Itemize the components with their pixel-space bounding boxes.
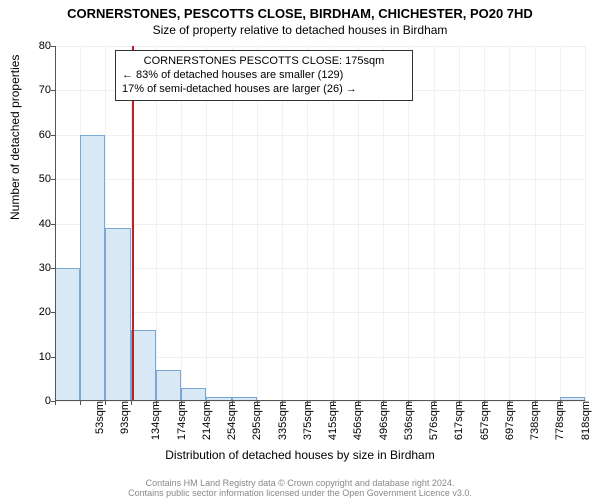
xtick-mark (156, 401, 157, 405)
xtick-label: 576sqm (426, 401, 440, 440)
xtick-mark (55, 401, 56, 405)
histogram-bar (131, 330, 156, 401)
ytick-label: 20 (21, 306, 55, 318)
xtick-label: 295sqm (250, 401, 264, 440)
xtick-label: 214sqm (199, 401, 213, 440)
xtick-label: 53sqm (92, 401, 106, 434)
gridline-v (434, 46, 435, 401)
xtick-mark (282, 401, 283, 405)
xtick-label: 617sqm (451, 401, 465, 440)
ytick-label: 70 (21, 84, 55, 96)
gridline-h (55, 224, 585, 225)
ytick-label: 0 (21, 395, 55, 407)
xtick-label: 818sqm (578, 401, 592, 440)
info-box-line: 17% of semi-detached houses are larger (… (122, 83, 406, 97)
ytick-label: 80 (21, 40, 55, 52)
xtick-mark (484, 401, 485, 405)
xtick-label: 134sqm (149, 401, 163, 440)
footer: Contains HM Land Registry data © Crown c… (0, 478, 600, 498)
histogram-bar (55, 268, 80, 401)
chart-subtitle: Size of property relative to detached ho… (0, 23, 600, 37)
xtick-label: 536sqm (401, 401, 415, 440)
gridline-h (55, 268, 585, 269)
xtick-mark (509, 401, 510, 405)
xtick-label: 657sqm (477, 401, 491, 440)
xtick-label: 93sqm (117, 401, 131, 434)
gridline-v (459, 46, 460, 401)
footer-line-2: Contains public sector information licen… (0, 488, 600, 498)
xtick-label: 738sqm (527, 401, 541, 440)
gridline-v (535, 46, 536, 401)
histogram-bar (105, 228, 130, 401)
xtick-label: 375sqm (300, 401, 314, 440)
xtick-mark (232, 401, 233, 405)
xtick-mark (383, 401, 384, 405)
gridline-v (585, 46, 586, 401)
info-box: CORNERSTONES PESCOTTS CLOSE: 175sqm← 83%… (115, 50, 413, 101)
ytick-label: 40 (21, 218, 55, 230)
gridline-h (55, 312, 585, 313)
histogram-bar (80, 135, 105, 401)
xtick-label: 496sqm (376, 401, 390, 440)
xtick-mark (206, 401, 207, 405)
gridline-h (55, 46, 585, 47)
info-box-line: ← 83% of detached houses are smaller (12… (122, 69, 406, 83)
xtick-label: 254sqm (224, 401, 238, 440)
info-box-line: CORNERSTONES PESCOTTS CLOSE: 175sqm (122, 55, 406, 69)
xtick-mark (535, 401, 536, 405)
y-axis-title: Number of detached properties (8, 55, 22, 220)
x-axis-line (55, 400, 585, 401)
y-axis-line (55, 46, 56, 401)
gridline-h (55, 179, 585, 180)
xtick-mark (333, 401, 334, 405)
chart-title: CORNERSTONES, PESCOTTS CLOSE, BIRDHAM, C… (0, 0, 600, 21)
xtick-mark (459, 401, 460, 405)
xtick-label: 335sqm (275, 401, 289, 440)
gridline-v (509, 46, 510, 401)
ytick-label: 60 (21, 129, 55, 141)
xtick-mark (105, 401, 106, 405)
gridline-h (55, 135, 585, 136)
plot-region: 0102030405060708053sqm93sqm134sqm174sqm2… (55, 46, 585, 401)
xtick-mark (307, 401, 308, 405)
gridline-v (484, 46, 485, 401)
xtick-mark (80, 401, 81, 405)
plot-area: 0102030405060708053sqm93sqm134sqm174sqm2… (55, 46, 585, 401)
gridline-v (560, 46, 561, 401)
xtick-mark (257, 401, 258, 405)
ytick-label: 10 (21, 351, 55, 363)
xtick-mark (560, 401, 561, 405)
xtick-label: 697sqm (502, 401, 516, 440)
xtick-mark (434, 401, 435, 405)
xtick-label: 174sqm (174, 401, 188, 440)
xtick-mark (358, 401, 359, 405)
xtick-mark (181, 401, 182, 405)
x-axis-title: Distribution of detached houses by size … (0, 448, 600, 462)
xtick-label: 778sqm (552, 401, 566, 440)
footer-line-1: Contains HM Land Registry data © Crown c… (0, 478, 600, 488)
histogram-bar (156, 370, 181, 401)
histogram-bar (181, 388, 206, 401)
ytick-label: 50 (21, 173, 55, 185)
xtick-label: 415sqm (325, 401, 339, 440)
ytick-label: 30 (21, 262, 55, 274)
xtick-mark (131, 401, 132, 405)
xtick-mark (408, 401, 409, 405)
xtick-label: 456sqm (351, 401, 365, 440)
